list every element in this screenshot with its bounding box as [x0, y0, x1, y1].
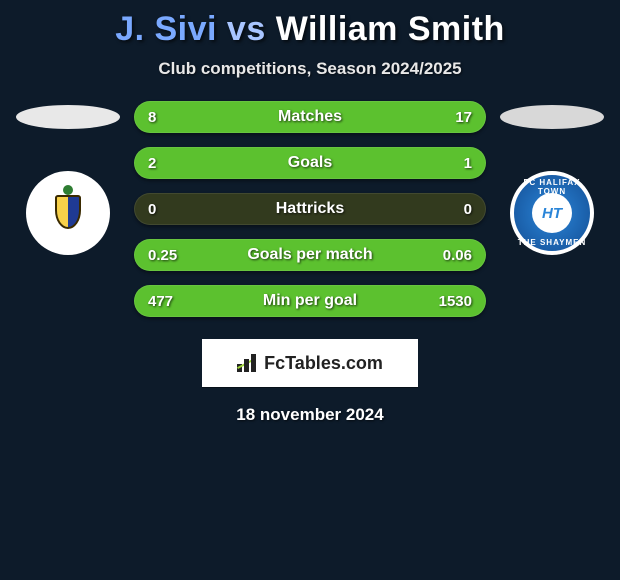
brand-box: FcTables.com	[202, 339, 418, 387]
left-player-silhouette	[16, 105, 120, 129]
stat-right-value: 17	[436, 109, 472, 126]
stat-row: 8Matches17	[134, 101, 486, 133]
stat-label: Matches	[134, 108, 486, 126]
stat-row: 0.25Goals per match0.06	[134, 239, 486, 271]
stat-label: Min per goal	[134, 292, 486, 310]
title-vs: vs	[227, 10, 266, 48]
left-side	[8, 101, 128, 331]
stat-right-value: 1530	[436, 293, 472, 310]
date-label: 18 november 2024	[0, 405, 620, 425]
brand-logo: FcTables.com	[237, 353, 383, 374]
badge-ring-top: FC HALIFAX TOWN	[514, 178, 590, 196]
comparison-panel: 8Matches17 2Goals1 0Hattricks0 0.25Goals pe…	[0, 101, 620, 331]
title-player-right: William Smith	[266, 10, 505, 48]
stat-label: Goals	[134, 154, 486, 172]
badge-ring-bottom: THE SHAYMEN	[514, 238, 590, 247]
left-club-badge	[26, 171, 110, 255]
stat-label: Hattricks	[134, 200, 486, 218]
subtitle: Club competitions, Season 2024/2025	[0, 59, 620, 79]
badge-center: HT	[532, 193, 572, 233]
stat-right-value: 0.06	[436, 247, 472, 264]
bar-chart-icon	[237, 354, 259, 372]
right-player-silhouette	[500, 105, 604, 129]
stat-right-value: 1	[436, 155, 472, 172]
badge-center-text: HT	[542, 205, 562, 222]
stat-row: 477Min per goal1530	[134, 285, 486, 317]
stats-column: 8Matches17 2Goals1 0Hattricks0 0.25Goals pe…	[128, 101, 492, 331]
right-side: FC HALIFAX TOWN HT THE SHAYMEN	[492, 101, 612, 331]
page-title: J. Sivi vs William Smith	[0, 0, 620, 49]
brand-text: FcTables.com	[264, 353, 383, 374]
stat-right-value: 0	[436, 201, 472, 218]
stat-label: Goals per match	[134, 246, 486, 264]
right-club-badge: FC HALIFAX TOWN HT THE SHAYMEN	[510, 171, 594, 255]
stat-row: 2Goals1	[134, 147, 486, 179]
stat-row: 0Hattricks0	[134, 193, 486, 225]
title-player-left: J. Sivi	[115, 10, 227, 48]
